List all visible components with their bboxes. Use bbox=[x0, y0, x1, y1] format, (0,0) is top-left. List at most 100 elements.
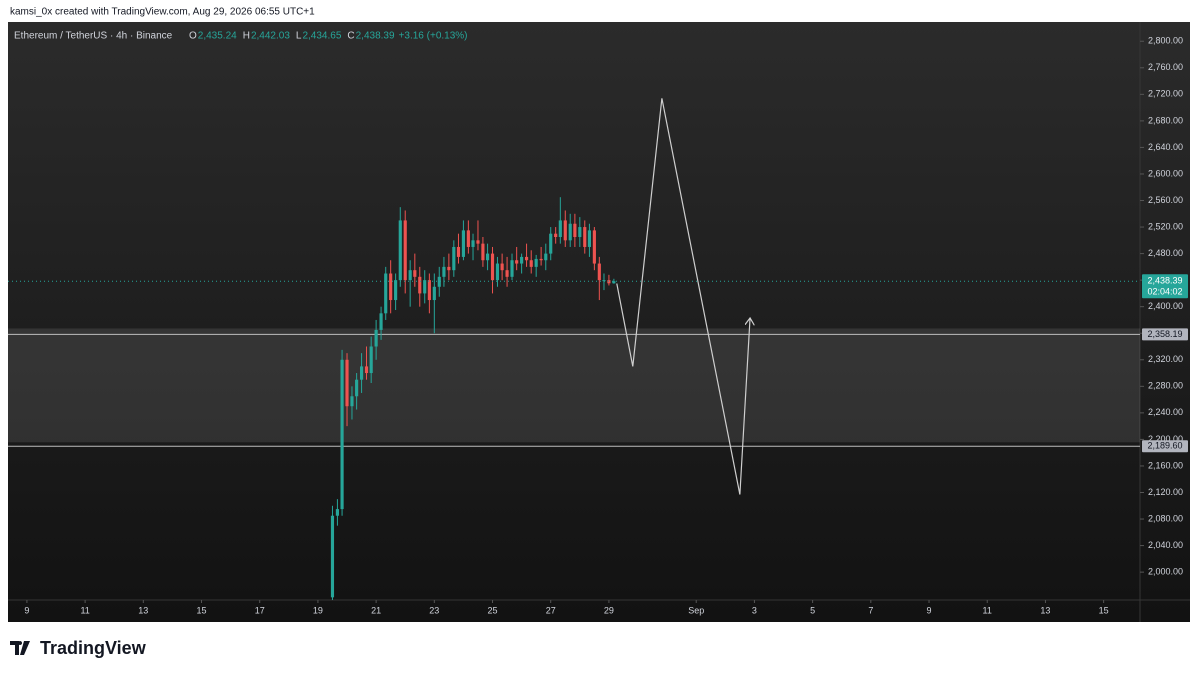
y-tick-label: 2,120.00 bbox=[1148, 487, 1183, 497]
candle-body bbox=[544, 253, 548, 261]
candle-body bbox=[485, 253, 490, 261]
last-price-box bbox=[1142, 274, 1188, 299]
change: +3.16 (+0.13%) bbox=[399, 31, 468, 42]
x-tick-label: 17 bbox=[255, 605, 265, 615]
logo-mark bbox=[10, 641, 30, 655]
symbol: Ethereum / TetherUS · 4h · Binance bbox=[14, 31, 173, 42]
y-tick-label: 2,240.00 bbox=[1148, 407, 1183, 417]
x-tick-label: 19 bbox=[313, 605, 323, 615]
candle-body bbox=[447, 266, 451, 271]
x-tick-label: 15 bbox=[197, 605, 207, 615]
candle-body bbox=[549, 233, 553, 254]
y-tick-label: 2,600.00 bbox=[1148, 168, 1183, 178]
zone bbox=[8, 328, 1140, 443]
candle-body bbox=[398, 220, 402, 281]
candle-body bbox=[330, 515, 335, 598]
y-tick-label: 2,800.00 bbox=[1148, 36, 1183, 46]
candle-body bbox=[389, 273, 393, 301]
x-tick-label: 9 bbox=[24, 605, 29, 615]
candle-body bbox=[432, 286, 436, 301]
candle-body bbox=[437, 276, 441, 287]
y-tick-label: 2,680.00 bbox=[1148, 115, 1183, 125]
candle-body bbox=[558, 220, 562, 238]
candle-body bbox=[466, 230, 470, 247]
candle-body bbox=[442, 266, 446, 277]
candle-body bbox=[602, 280, 606, 282]
candle-body bbox=[568, 223, 572, 241]
level-label: 2,189.60 bbox=[1147, 441, 1182, 451]
ohlc-value: 2,438.39 bbox=[356, 31, 395, 42]
x-tick-label: 15 bbox=[1099, 605, 1109, 615]
y-tick-label: 2,280.00 bbox=[1148, 381, 1183, 391]
candle-body bbox=[340, 359, 344, 510]
x-tick-label: 29 bbox=[604, 605, 614, 615]
candle-body bbox=[350, 396, 354, 407]
plot bbox=[8, 98, 1140, 600]
candle-body bbox=[490, 253, 495, 281]
candle-body bbox=[452, 246, 456, 271]
candle-body bbox=[534, 258, 538, 267]
candle-body bbox=[510, 260, 514, 277]
x-tick-label: 27 bbox=[546, 605, 556, 615]
x-tick-label: 9 bbox=[927, 605, 932, 615]
candle-body bbox=[384, 273, 388, 314]
y-tick-label: 2,480.00 bbox=[1148, 248, 1183, 258]
candle-body bbox=[364, 366, 369, 374]
y-tick-label: 2,160.00 bbox=[1148, 460, 1183, 470]
candle-body bbox=[413, 270, 417, 277]
candle-body bbox=[578, 227, 582, 238]
x-tick-label: 5 bbox=[810, 605, 815, 615]
y-tick-label: 2,560.00 bbox=[1148, 195, 1183, 205]
ohlc-value: 2,434.65 bbox=[302, 31, 341, 42]
y-tick-label: 2,400.00 bbox=[1148, 301, 1183, 311]
level-label-box bbox=[1142, 440, 1188, 453]
ohlc-key: L bbox=[296, 31, 302, 42]
candle-body bbox=[587, 230, 591, 247]
candle-body bbox=[403, 220, 407, 281]
y-tick-label: 2,320.00 bbox=[1148, 354, 1183, 364]
candle-body bbox=[505, 270, 509, 277]
ohlc-value: 2,435.24 bbox=[198, 31, 237, 42]
y-tick-label: 2,640.00 bbox=[1148, 142, 1183, 152]
x-tick-label: 11 bbox=[80, 605, 89, 615]
candle-body bbox=[355, 379, 359, 397]
credit: kamsi_0x created with TradingView.com, A… bbox=[10, 7, 315, 18]
candle-body bbox=[427, 280, 431, 301]
candle-body bbox=[374, 329, 378, 347]
y-tick-label: 2,720.00 bbox=[1148, 89, 1183, 99]
candle-body bbox=[456, 246, 461, 257]
level-label: 2,358.19 bbox=[1147, 329, 1182, 339]
candle-body bbox=[607, 280, 611, 284]
candle-body bbox=[461, 230, 465, 257]
x-tick-label: 13 bbox=[1040, 605, 1050, 615]
candle-body bbox=[345, 359, 349, 407]
ohlc-key: C bbox=[347, 31, 354, 42]
candle-body bbox=[495, 263, 500, 281]
x-tick-label: 13 bbox=[138, 605, 148, 615]
candle-body bbox=[612, 281, 616, 284]
y-tick-label: 2,760.00 bbox=[1148, 62, 1183, 72]
candle-body bbox=[369, 346, 373, 374]
candle-body bbox=[476, 240, 480, 244]
candle-body bbox=[359, 366, 364, 380]
candle-body bbox=[418, 276, 422, 294]
ohlc-value: 2,442.03 bbox=[251, 31, 290, 42]
axes: 2,000.00 2,040.00 2,080.00 2,120.00 2,160.00… bbox=[24, 36, 1188, 615]
x-tick-label: 11 bbox=[983, 605, 992, 615]
x-tick-label: 23 bbox=[429, 605, 439, 615]
candle-body bbox=[379, 313, 383, 330]
projection bbox=[616, 98, 750, 495]
ohlc-key: H bbox=[243, 31, 250, 42]
x-tick-label: 3 bbox=[752, 605, 757, 615]
candle-body bbox=[524, 256, 529, 261]
candle-body bbox=[481, 243, 485, 261]
y-tick-label: 2,200.00 bbox=[1148, 434, 1183, 444]
x-tick-label: 25 bbox=[488, 605, 498, 615]
x-tick-label: 21 bbox=[371, 605, 381, 615]
candle-body bbox=[515, 260, 519, 264]
x-tick-label: 7 bbox=[868, 605, 873, 615]
y-tick-label: 2,040.00 bbox=[1148, 540, 1183, 550]
candle-body bbox=[597, 263, 601, 281]
y-tick-label: 2,000.00 bbox=[1148, 567, 1183, 577]
